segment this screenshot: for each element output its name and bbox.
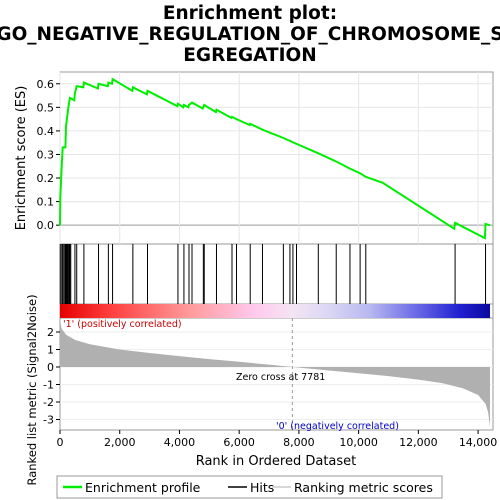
es-tick-label: 0.4 [37, 125, 55, 138]
legend-box [56, 475, 443, 499]
metric-tick-label: 0 [47, 361, 54, 374]
es-curve [59, 77, 491, 240]
es-tick-label: 0.1 [37, 196, 55, 209]
x-tick-label: 2,000 [104, 436, 136, 449]
metric-area [60, 318, 490, 428]
chart-title-line-3: EGREGATION [183, 45, 316, 66]
x-tick-label: 12,000 [399, 436, 438, 449]
es-tick-label: 0.6 [37, 78, 55, 91]
negative-correlation-label: '0' (negatively correlated) [276, 421, 399, 432]
x-axis-ticks: 0 2,000 4,000 6,000 8,000 10,000 12,000 14,000 [57, 430, 498, 449]
hits-group [59, 244, 487, 304]
legend-entry-hits: Hits [250, 480, 274, 495]
zero-cross-label: Zero cross at 7781 [236, 372, 325, 383]
x-tick-label: 10,000 [339, 436, 378, 449]
x-tick-label: 14,000 [459, 436, 498, 449]
hits-panel-frame [59, 243, 494, 305]
es-panel-frame [59, 71, 494, 245]
x-axis-label: Rank in Ordered Dataset [196, 454, 357, 469]
es-y-ticks: 0.0 0.1 0.2 0.3 0.4 0.5 0.6 [37, 78, 60, 232]
metric-tick-label: -2 [43, 396, 54, 409]
metric-area-group [60, 318, 493, 430]
metric-y-ticks: 2 1 0 -1 -2 -3 [43, 326, 60, 427]
x-tick-label: 6,000 [223, 436, 255, 449]
es-grid [59, 72, 493, 244]
chart-title-line-1: Enrichment plot: [163, 3, 337, 24]
metric-tick-label: 1 [47, 344, 54, 357]
positive-correlation-label: '1' (positively correlated) [63, 319, 182, 330]
chart-title-line-2: GO_NEGATIVE_REGULATION_OF_CHROMOSOME_S [0, 24, 500, 45]
es-curve-group [59, 77, 491, 240]
es-tick-label: 0.2 [37, 172, 55, 185]
legend-entry-es: Enrichment profile [85, 480, 201, 495]
es-tick-label: 0.0 [37, 219, 55, 232]
x-tick-label: 0 [57, 436, 64, 449]
x-tick-label: 4,000 [164, 436, 196, 449]
metric-tick-label: -3 [43, 414, 54, 427]
rank-colorbar [60, 304, 491, 318]
metric-tick-label: 2 [47, 326, 54, 339]
es-tick-label: 0.3 [37, 148, 55, 161]
es-y-axis-label: Enrichment score (ES) [14, 86, 29, 231]
x-tick-label: 8,000 [283, 436, 315, 449]
metric-y-axis-label: Ranked list metric (Signal2Noise) [25, 294, 39, 485]
es-tick-label: 0.5 [37, 101, 55, 114]
legend-entry-metric: Ranking metric scores [294, 480, 433, 495]
metric-tick-label: -1 [43, 379, 54, 392]
